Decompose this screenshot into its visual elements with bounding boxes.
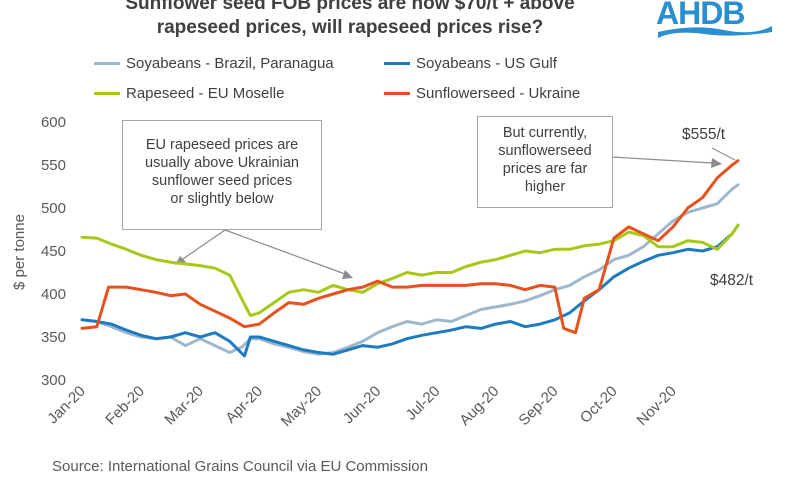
legend-item-soy-brazil: Soyabeans - Brazil, Paranagua <box>94 52 334 74</box>
legend-label-sunflower: Sunflowerseed - Ukraine <box>416 84 581 102</box>
annotation-label-482: $482/t <box>710 272 754 289</box>
chart-legend: Soyabeans - Brazil, Paranagua Soyabeans … <box>94 52 734 108</box>
legend-swatch-sunflower <box>384 91 410 95</box>
x-tick-label: Mar-20 <box>161 383 207 429</box>
legend-swatch-rapeseed <box>94 91 120 95</box>
x-tick-label: Apr-20 <box>222 383 266 427</box>
legend-label-soy-brazil: Soyabeans - Brazil, Paranagua <box>126 54 334 72</box>
x-tick-label: Aug-20 <box>456 383 502 429</box>
annotation-left-line4: or slightly below <box>170 191 274 207</box>
x-tick-label: Jun-20 <box>340 383 384 427</box>
y-tick-label: 450 <box>41 243 66 260</box>
legend-label-soy-us: Soyabeans - US Gulf <box>416 54 557 72</box>
annotation-box-eu-rapeseed: EU rapeseed prices are usually above Ukr… <box>122 120 322 230</box>
x-tick-label: May-20 <box>278 383 325 430</box>
legend-item-sunflower: Sunflowerseed - Ukraine <box>384 82 580 104</box>
series-line-soy-us <box>80 223 740 358</box>
x-tick-label: Oct-20 <box>577 383 621 427</box>
legend-item-rapeseed: Rapeseed - EU Moselle <box>94 82 284 104</box>
pointer-555 <box>711 147 736 161</box>
y-tick-label: 300 <box>41 372 66 389</box>
plot-lines <box>80 159 740 358</box>
arrow-line-left <box>179 229 226 262</box>
x-tick-label: Feb-20 <box>102 383 148 429</box>
y-tick-label: 350 <box>41 329 66 346</box>
arrow-head-sunflower <box>711 158 722 168</box>
ahdb-logo: AHDB <box>656 0 772 38</box>
legend-label-rapeseed: Rapeseed - EU Moselle <box>126 84 285 102</box>
ahdb-logo-text: AHDB <box>656 0 744 31</box>
legend-swatch-soy-us <box>384 61 410 65</box>
annotation-right-line1: But currently, <box>502 125 588 141</box>
arrow-head-right <box>342 270 353 279</box>
y-axis-label: $ per tonne <box>11 214 28 290</box>
ahdb-logo-wave <box>658 26 772 38</box>
arrow-line-sunflower <box>611 156 713 164</box>
legend-swatch-soy-brazil <box>94 61 120 65</box>
arrow-line-right <box>224 229 346 275</box>
series-line-rapeseed <box>80 223 740 317</box>
legend-item-soy-us: Soyabeans - US Gulf <box>384 52 557 74</box>
x-tick-label: Nov-20 <box>634 383 680 429</box>
annotation-arrows <box>175 147 736 279</box>
series-line-soy-brazil <box>80 183 740 356</box>
annotation-right-line4: higher <box>524 179 566 195</box>
annotation-left-line3: sunflower seed prices <box>151 173 293 189</box>
x-tick-label: Jan-20 <box>44 383 88 427</box>
annotation-left-line2: usually above Ukrainian <box>145 155 299 171</box>
annotation-box-sunflower-higher: But currently, sunflowerseed prices are … <box>477 116 613 208</box>
chart-title-line1: Sunflower seed FOB prices are now $70/t … <box>125 0 575 14</box>
annotation-left-line1: EU rapeseed prices are <box>145 137 299 153</box>
source-note: Source: International Grains Council via… <box>52 458 428 475</box>
y-axis: 300 350 400 450 500 550 600 <box>41 114 66 389</box>
annotation-right-line3: prices are far <box>502 161 588 177</box>
x-axis: Jan-20 Feb-20 Mar-20 Apr-20 May-20 Jun-20 Jul-… <box>44 383 679 430</box>
y-tick-label: 400 <box>41 286 66 303</box>
annotation-label-555: $555/t <box>682 126 726 143</box>
y-tick-label: 550 <box>41 157 66 174</box>
series-line-sunflower <box>80 159 740 335</box>
chart-title: Sunflower seed FOB prices are now $70/t … <box>80 0 620 40</box>
x-tick-label: Jul-20 <box>403 383 444 424</box>
y-tick-label: 500 <box>41 200 66 217</box>
chart-title-line2: rapeseed prices, will rapeseed prices ri… <box>156 17 544 38</box>
x-tick-label: Sep-20 <box>515 383 561 429</box>
annotation-right-line2: sunflowerseed <box>498 143 592 159</box>
y-tick-label: 600 <box>41 114 66 131</box>
